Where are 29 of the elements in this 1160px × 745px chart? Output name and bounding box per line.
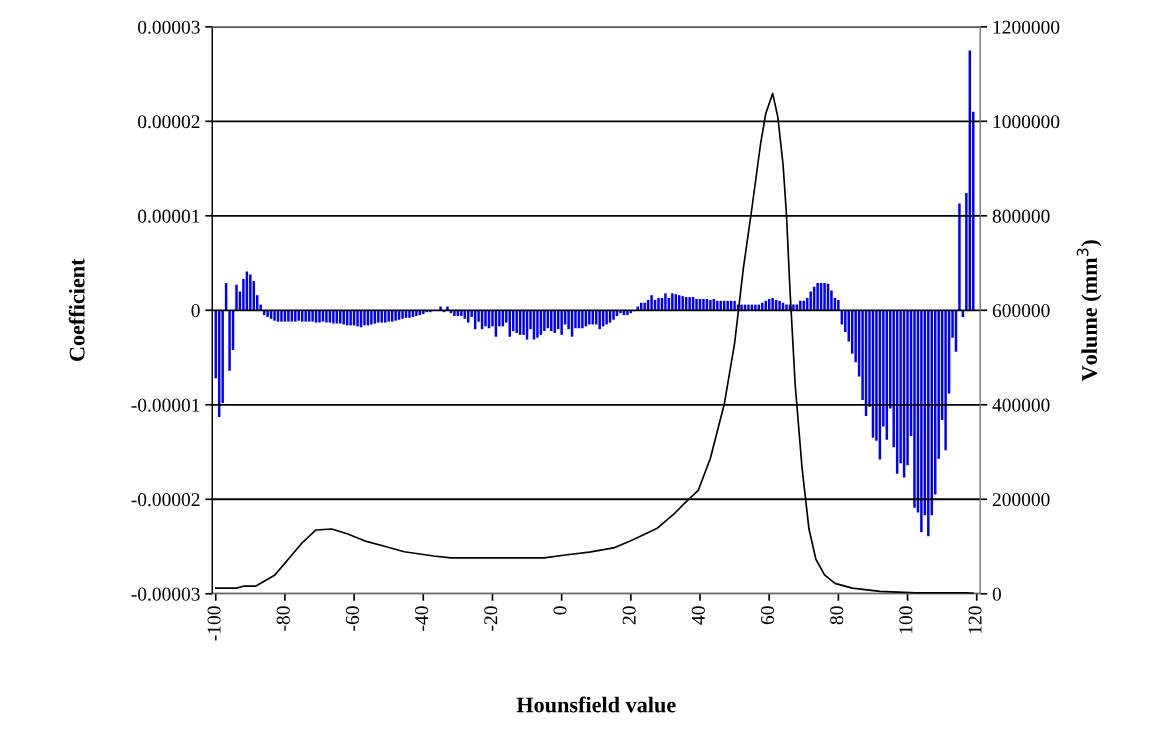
x-tick-label: 80 <box>830 606 844 625</box>
x-tick-label: -20 <box>484 606 498 631</box>
y2-tick-label: 600000 <box>992 304 1050 318</box>
y-tick-label: -0.00003 <box>131 587 200 601</box>
y-axis-title: Coefficient <box>68 258 85 362</box>
y2-axis-title: Volume (mm$^{3}$) <box>1076 240 1102 382</box>
y-tick-label: 0.00001 <box>138 209 200 223</box>
y2-tick-label: 800000 <box>992 209 1050 223</box>
x-axis-title: Hounsfield value <box>516 696 676 713</box>
x-tick-label: -80 <box>276 606 290 631</box>
x-tick-label: -60 <box>345 606 359 631</box>
y-tick-label: 0.00002 <box>138 115 200 129</box>
y2-tick-label: 400000 <box>992 398 1050 412</box>
x-tick-label: -40 <box>415 606 429 631</box>
x-tick-label: 120 <box>968 606 982 634</box>
y2-tick-label: 200000 <box>992 493 1050 507</box>
x-tick-label: 40 <box>691 606 705 625</box>
y2-tick-label: 1200000 <box>993 20 1060 34</box>
y2-tick-label: 0 <box>992 587 1001 601</box>
y-tick-label: 0 <box>191 304 200 318</box>
x-tick-label: 60 <box>760 606 775 625</box>
y-tick-label: 0.00003 <box>138 20 200 34</box>
x-tick-label: -100 <box>207 606 221 641</box>
y2-tick-label: 1000000 <box>993 115 1060 129</box>
x-tick-label: 20 <box>622 606 636 625</box>
y-tick-label: -0.00001 <box>131 398 200 412</box>
x-tick-label: 0 <box>553 606 567 615</box>
y-tick-label: -0.00002 <box>131 493 200 507</box>
x-tick-label: 100 <box>899 606 913 634</box>
